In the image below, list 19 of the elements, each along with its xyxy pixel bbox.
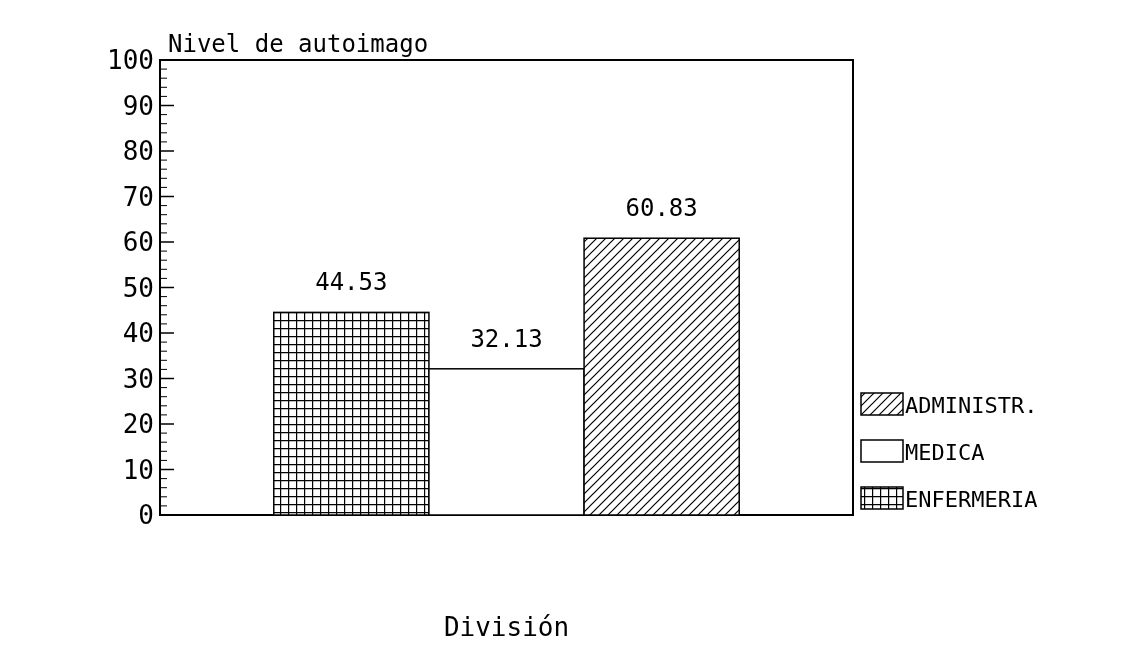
y-tick-label: 30: [122, 363, 154, 394]
y-tick-label: 10: [122, 454, 154, 485]
y-tick-label: 0: [138, 500, 154, 531]
y-tick-label: 50: [122, 272, 154, 303]
legend-label: ADMINISTR.: [905, 392, 1038, 418]
data-label: 44.53: [315, 268, 388, 297]
legend-label: MEDICA: [905, 439, 985, 465]
data-label: 32.13: [470, 324, 543, 353]
legend-label: ENFERMERIA: [905, 486, 1038, 512]
data-label: 60.83: [625, 194, 698, 223]
y-tick-label: 40: [122, 318, 154, 349]
y-tick-label: 60: [122, 227, 154, 258]
x-axis-title: División: [443, 612, 570, 642]
y-tick-label: 100: [107, 45, 154, 76]
y-tick-label: 90: [122, 90, 154, 121]
y-tick-label: 20: [122, 409, 154, 440]
y-axis-title: Nivel de autoimago: [168, 30, 429, 58]
y-tick-label: 70: [122, 181, 154, 212]
y-tick-label: 80: [122, 136, 154, 167]
